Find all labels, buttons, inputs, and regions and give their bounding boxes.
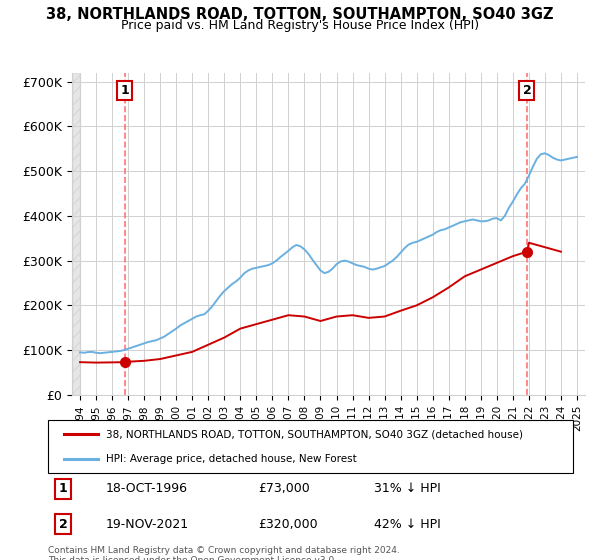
Text: Contains HM Land Registry data © Crown copyright and database right 2024.
This d: Contains HM Land Registry data © Crown c… <box>48 546 400 560</box>
Text: 2: 2 <box>523 84 532 97</box>
Text: HPI: Average price, detached house, New Forest: HPI: Average price, detached house, New … <box>106 454 356 464</box>
Text: £73,000: £73,000 <box>258 482 310 496</box>
Bar <box>72 73 80 395</box>
Text: 31% ↓ HPI: 31% ↓ HPI <box>373 482 440 496</box>
Text: 18-OCT-1996: 18-OCT-1996 <box>106 482 188 496</box>
Text: 1: 1 <box>59 482 67 496</box>
Text: 38, NORTHLANDS ROAD, TOTTON, SOUTHAMPTON, SO40 3GZ: 38, NORTHLANDS ROAD, TOTTON, SOUTHAMPTON… <box>46 7 554 22</box>
Text: 38, NORTHLANDS ROAD, TOTTON, SOUTHAMPTON, SO40 3GZ (detached house): 38, NORTHLANDS ROAD, TOTTON, SOUTHAMPTON… <box>106 430 523 440</box>
FancyBboxPatch shape <box>48 420 573 473</box>
Text: £320,000: £320,000 <box>258 518 317 531</box>
Text: 19-NOV-2021: 19-NOV-2021 <box>106 518 189 531</box>
Text: 1: 1 <box>121 84 129 97</box>
Text: Price paid vs. HM Land Registry's House Price Index (HPI): Price paid vs. HM Land Registry's House … <box>121 19 479 32</box>
Text: 42% ↓ HPI: 42% ↓ HPI <box>373 518 440 531</box>
Text: 2: 2 <box>59 518 67 531</box>
